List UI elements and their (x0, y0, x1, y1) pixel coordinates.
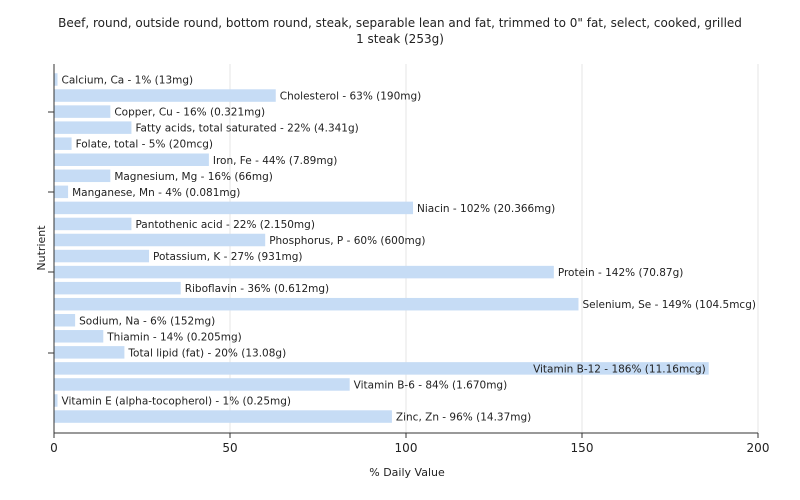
bar-label: Riboflavin - 36% (0.612mg) (185, 283, 329, 295)
bar (54, 217, 132, 231)
bar (54, 378, 350, 391)
bar (54, 169, 111, 183)
x-tick-label: 50 (222, 441, 237, 455)
x-tick-label: 150 (571, 441, 594, 455)
bar (54, 265, 554, 279)
bar-label: Fatty acids, total saturated - 22% (4.34… (135, 123, 358, 135)
bar-label: Manganese, Mn - 4% (0.081mg) (72, 187, 240, 199)
bar (54, 330, 104, 343)
axes: 0 50 100 150 200 (48, 64, 769, 455)
bar (54, 121, 132, 134)
bar-label: Calcium, Ca - 1% (13mg) (62, 75, 194, 87)
bar-label: Vitamin B-12 - 186% (11.16mcg) (533, 363, 706, 375)
bar-label: Niacin - 102% (20.366mg) (417, 203, 555, 215)
bar (54, 153, 209, 166)
x-tick-label: 200 (747, 441, 770, 455)
chart-title: Beef, round, outside round, bottom round… (0, 15, 800, 47)
bar-label: Selenium, Se - 149% (104.5mcg) (582, 299, 756, 311)
x-tick-label: 100 (395, 441, 418, 455)
chart-title-line-1: Beef, round, outside round, bottom round… (58, 16, 742, 30)
bar (54, 185, 69, 199)
gridlines (229, 64, 759, 433)
bar (54, 297, 579, 311)
bar-label: Phosphorus, P - 60% (600mg) (269, 235, 425, 247)
bar (54, 201, 414, 215)
chart-title-line-2: 1 steak (253g) (356, 32, 444, 46)
bar-label: Copper, Cu - 16% (0.321mg) (114, 107, 265, 119)
bar-label: Total lipid (fat) - 20% (13.08g) (127, 347, 286, 359)
bar-label: Thiamin - 14% (0.205mg) (106, 331, 242, 343)
bar (54, 346, 125, 359)
bar-label: Protein - 142% (70.87g) (558, 267, 684, 279)
bar (54, 362, 709, 375)
bars: Calcium, Ca - 1% (13mg) Cholesterol - 63%… (54, 73, 756, 424)
bar (54, 137, 72, 150)
bar-label: Potassium, K - 27% (931mg) (153, 251, 303, 263)
bar-label: Sodium, Na - 6% (152mg) (79, 315, 215, 327)
bar-label: Iron, Fe - 44% (7.89mg) (213, 155, 337, 167)
bar-label: Zinc, Zn - 96% (14.37mg) (396, 412, 531, 424)
x-tick-label: 0 (50, 441, 58, 455)
bar (54, 89, 276, 102)
bar-label: Cholesterol - 63% (190mg) (280, 91, 422, 103)
bar (54, 105, 111, 118)
bar-label: Magnesium, Mg - 16% (66mg) (114, 171, 273, 183)
bar (54, 410, 392, 423)
bar-label: Vitamin B-6 - 84% (1.670mg) (354, 379, 508, 391)
bar (54, 281, 181, 295)
bar-label: Pantothenic acid - 22% (2.150mg) (135, 219, 314, 231)
bar-label: Vitamin E (alpha-tocopherol) - 1% (0.25m… (62, 396, 291, 408)
bar (54, 314, 76, 327)
bar-label: Folate, total - 5% (20mcg) (76, 139, 213, 151)
bar (54, 73, 58, 86)
x-axis-title: % Daily Value (369, 466, 445, 479)
bar (54, 394, 58, 407)
y-axis-title: Nutrient (35, 225, 48, 271)
bar (54, 233, 266, 247)
bar (54, 249, 150, 263)
